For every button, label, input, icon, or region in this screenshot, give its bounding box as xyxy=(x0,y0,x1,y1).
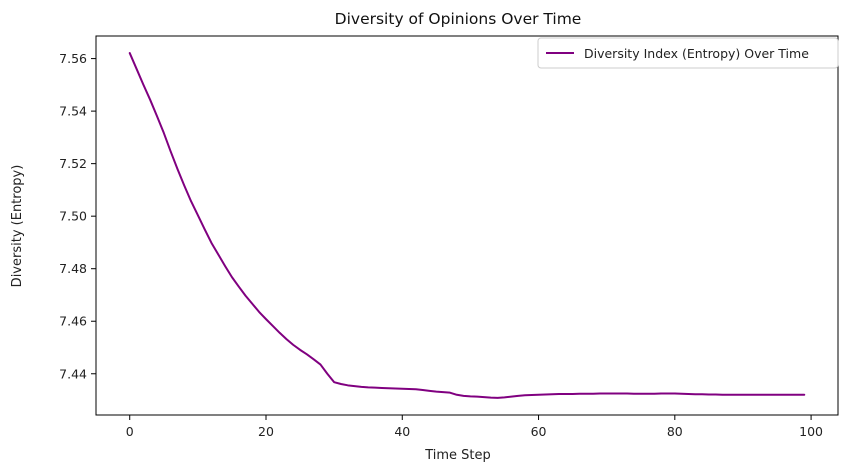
y-tick-label: 7.48 xyxy=(59,261,87,276)
legend-label: Diversity Index (Entropy) Over Time xyxy=(584,46,809,61)
x-tick-label: 0 xyxy=(126,424,134,439)
y-axis-label: Diversity (Entropy) xyxy=(10,165,25,288)
x-tick-label: 20 xyxy=(258,424,274,439)
x-tick-label: 60 xyxy=(531,424,547,439)
y-tick-label: 7.54 xyxy=(59,104,87,119)
x-axis-label: Time Step xyxy=(424,448,491,463)
y-tick-label: 7.50 xyxy=(59,209,87,224)
plot-area xyxy=(128,52,806,399)
series-line-0 xyxy=(128,52,806,399)
axes: 0 20 40 60 80 100 7.44 7.46 7.48 7.50 7.52 7.54 7.56 xyxy=(59,35,839,439)
x-tick-label: 100 xyxy=(799,424,823,439)
chart-title: Diversity of Opinions Over Time xyxy=(335,10,582,28)
axes-frame xyxy=(95,35,839,416)
x-tick-label: 80 xyxy=(667,424,683,439)
y-tick-label: 7.52 xyxy=(59,156,87,171)
x-tick-label: 40 xyxy=(394,424,410,439)
y-tick-label: 7.46 xyxy=(59,314,87,329)
legend: Diversity Index (Entropy) Over Time xyxy=(537,37,839,69)
legend-box xyxy=(537,37,839,69)
y-tick-label: 7.56 xyxy=(59,51,87,66)
y-tick-label: 7.44 xyxy=(59,366,87,381)
